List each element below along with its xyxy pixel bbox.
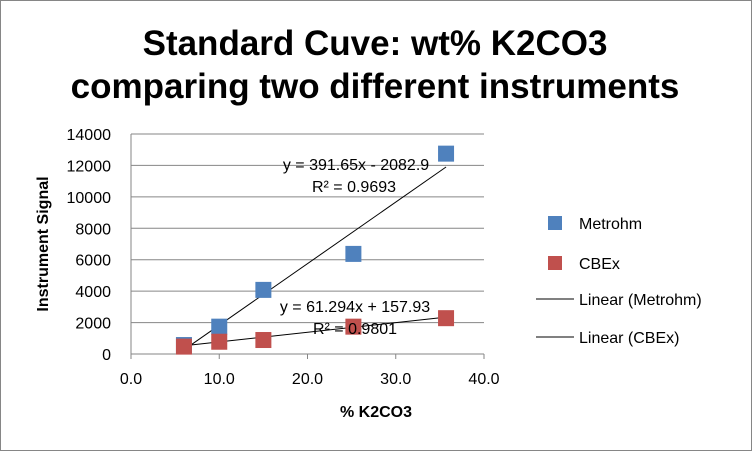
legend-label-linear-metrohm: Linear (Metrohm) xyxy=(579,292,702,309)
data-point-cbex xyxy=(211,333,228,350)
legend-marker-cbex xyxy=(548,256,562,270)
legend-label-metrohm: Metrohm xyxy=(579,216,642,233)
legend-label-linear-cbex: Linear (CBEx) xyxy=(579,330,679,347)
trendline-metrohm xyxy=(183,166,447,351)
x-tick-label: 20.0 xyxy=(292,371,323,388)
legend-marker-metrohm xyxy=(548,216,562,230)
chart-title-line-2: comparing two different instruments xyxy=(71,67,680,106)
x-tick-label: 10.0 xyxy=(204,371,235,388)
trendline-r2-cbex: R² = 0.9801 xyxy=(313,321,397,338)
trendline-equation-cbex: y = 61.294x + 157.93 xyxy=(280,299,430,316)
data-point-metrohm xyxy=(211,318,228,335)
x-axis-label: % K2CO3 xyxy=(340,404,412,421)
data-point-metrohm xyxy=(438,145,455,162)
y-tick-label: 0 xyxy=(102,347,111,364)
x-tick-label: 0.0 xyxy=(120,371,142,388)
x-tick-label: 40.0 xyxy=(468,371,499,388)
data-point-metrohm xyxy=(345,245,362,262)
trendline-cbex xyxy=(183,316,447,347)
data-point-cbex xyxy=(175,338,192,355)
y-tick-label: 6000 xyxy=(75,253,111,270)
data-point-cbex xyxy=(345,318,362,335)
y-tick-label: 14000 xyxy=(67,127,112,144)
data-point-cbex xyxy=(255,332,272,349)
data-point-cbex xyxy=(438,310,455,327)
y-tick-label: 4000 xyxy=(75,284,111,301)
y-tick-label: 2000 xyxy=(75,316,111,333)
y-tick-label: 8000 xyxy=(75,221,111,238)
trendline-r2-metrohm: R² = 0.9693 xyxy=(312,179,396,196)
data-point-metrohm xyxy=(255,281,272,298)
y-tick-label: 10000 xyxy=(67,190,112,207)
legend: Metrohm CBEx Linear (Metrohm) Linear (CB… xyxy=(536,216,702,347)
legend-label-cbex: CBEx xyxy=(579,256,620,273)
y-tick-label: 12000 xyxy=(67,158,112,175)
y-axis-label: Instrument Signal xyxy=(35,176,52,311)
chart-title-line-1: Standard Cuve: wt% K2CO3 xyxy=(143,24,608,63)
trendline-equation-metrohm: y = 391.65x - 2082.9 xyxy=(283,157,429,174)
x-tick-label: 30.0 xyxy=(380,371,411,388)
